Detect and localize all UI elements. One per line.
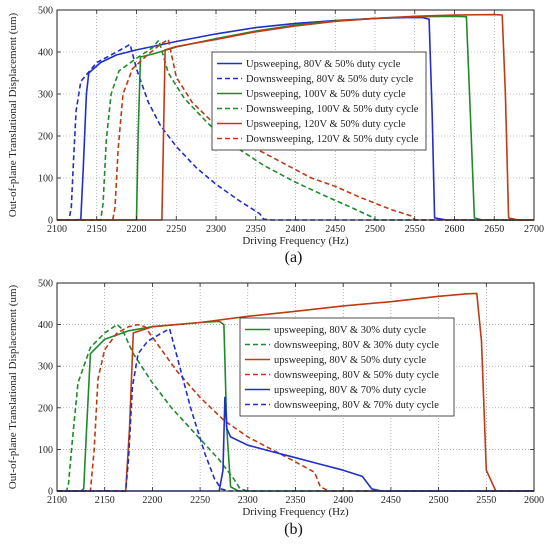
- legend-box: [239, 317, 455, 417]
- y-tick-label: 500: [38, 6, 53, 17]
- y-tick-label: 300: [38, 90, 53, 101]
- x-tick-label: 2400: [333, 495, 353, 506]
- series-line-3: [57, 15, 534, 221]
- x-tick-label: 2650: [484, 224, 504, 235]
- panel-caption: (b): [284, 521, 303, 538]
- x-axis-label: Driving Frequency (Hz): [242, 506, 349, 518]
- x-tick-label: 2300: [206, 224, 226, 235]
- x-tick-label: 2550: [476, 495, 496, 506]
- legend-box: [211, 51, 427, 151]
- legend-label-4: downsweeping, 80V & 50% duty cycle: [274, 370, 439, 381]
- series-line-2: [57, 323, 534, 492]
- y-tick-label: 300: [38, 362, 53, 373]
- x-tick-label: 2100: [47, 495, 67, 506]
- y-tick-label: 200: [38, 403, 53, 414]
- y-tick-label: 200: [38, 132, 53, 143]
- x-tick-label: 2150: [87, 224, 107, 235]
- x-tick-label: 2500: [429, 495, 449, 506]
- series-line-5: [57, 396, 534, 492]
- y-tick-label: 400: [38, 48, 53, 59]
- legend-label-6: downsweeping, 80V & 70% duty cycle: [274, 400, 439, 411]
- x-tick-label: 2600: [524, 495, 544, 506]
- y-tick-label: 100: [38, 174, 53, 185]
- series-line-6: [57, 327, 534, 492]
- x-tick-label: 2550: [405, 224, 425, 235]
- x-tick-label: 2200: [127, 224, 147, 235]
- legend-label-2: Downsweeping, 80V & 50% duty cycle: [246, 74, 414, 85]
- y-tick-label: 0: [48, 487, 53, 498]
- legend: upsweeping, 80V & 30% duty cycle downswee…: [239, 317, 455, 417]
- legend-label-1: Upsweeping, 80V & 50% duty cycle: [246, 59, 401, 70]
- y-axis-label: Out-of-plane Translational Displacement …: [7, 12, 19, 217]
- series-line-6: [57, 38, 534, 221]
- x-tick-label: 2400: [286, 224, 306, 235]
- x-tick-label: 2600: [445, 224, 465, 235]
- series-line-3: [57, 292, 534, 492]
- legend-label-4: Downsweeping, 100V & 50% duty cycle: [246, 104, 419, 115]
- x-tick-label: 2500: [365, 224, 385, 235]
- y-tick-label: 0: [48, 216, 53, 227]
- legend-label-1: upsweeping, 80V & 30% duty cycle: [274, 325, 426, 336]
- x-tick-label: 2300: [238, 495, 258, 506]
- legend-label-5: upsweeping, 80V & 70% duty cycle: [274, 385, 426, 396]
- series-line-4: [57, 39, 534, 221]
- x-tick-label: 2450: [381, 495, 401, 506]
- legend: Upsweeping, 80V & 50% duty cycle Downswee…: [211, 51, 427, 151]
- series-line-5: [57, 13, 534, 221]
- panel-caption: (a): [285, 249, 303, 266]
- legend-label-3: Upsweeping, 100V & 50% duty cycle: [246, 89, 406, 100]
- x-tick-label: 2150: [95, 495, 115, 506]
- x-tick-label: 2250: [190, 495, 210, 506]
- panel-a: 2100 2150 2200 2250 2300 2350 2400 2450 2500 2550…: [7, 6, 544, 267]
- legend-label-2: downsweeping, 80V & 30% duty cycle: [274, 340, 439, 351]
- series-line-4: [57, 323, 534, 492]
- x-axis-label: Driving Frequency (Hz): [242, 235, 349, 247]
- x-tick-label: 2100: [47, 224, 67, 235]
- y-tick-label: 100: [38, 445, 53, 456]
- x-tick-label: 2350: [286, 495, 306, 506]
- x-tick-label: 2200: [142, 495, 162, 506]
- y-axis-label: Out-of-plane Translational Displacement …: [7, 284, 19, 489]
- panel-b: 2100 2150 2200 2250 2300 2350 2400 2450 2500 2550…: [7, 279, 544, 539]
- x-tick-label: 2250: [166, 224, 186, 235]
- x-tick-label: 2450: [325, 224, 345, 235]
- y-tick-label: 500: [38, 279, 53, 290]
- legend-label-6: Downsweeping, 120V & 50% duty cycle: [246, 134, 419, 145]
- series-line-2: [57, 43, 534, 221]
- x-tick-label: 2350: [246, 224, 266, 235]
- series-line-1: [57, 16, 534, 221]
- x-tick-label: 2700: [524, 224, 544, 235]
- legend-label-3: upsweeping, 80V & 50% duty cycle: [274, 355, 426, 366]
- legend-label-5: Upsweeping, 120V & 50% duty cycle: [246, 119, 406, 130]
- y-tick-label: 400: [38, 320, 53, 331]
